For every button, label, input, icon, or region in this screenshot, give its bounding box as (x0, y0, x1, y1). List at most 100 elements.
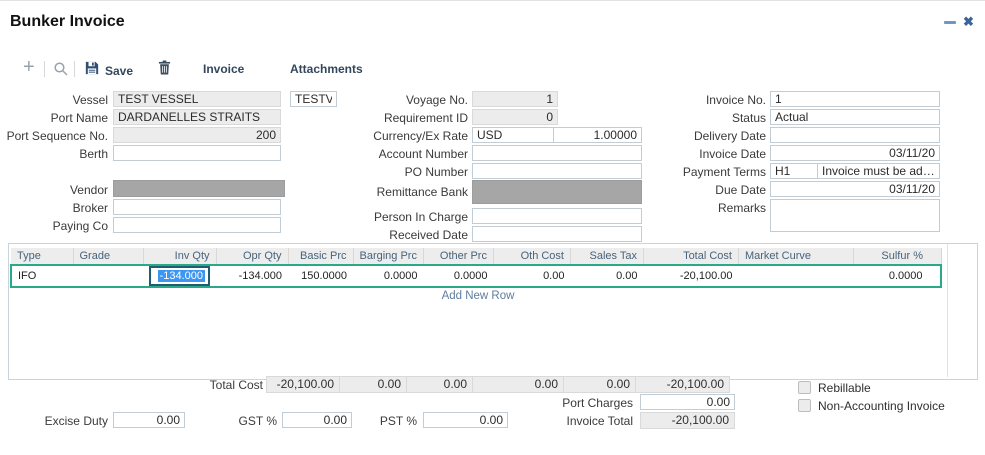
berth-field[interactable] (113, 145, 281, 161)
person-in-charge-field[interactable] (472, 208, 642, 224)
non-accounting-checkbox[interactable] (798, 399, 811, 412)
invoice-no-field[interactable] (770, 91, 940, 107)
inv-qty-selected-text: -134.000 (157, 270, 205, 282)
col-header-barging-prc[interactable]: Barging Prc (353, 248, 424, 266)
excise-duty-field[interactable] (113, 412, 185, 428)
col-header-type[interactable]: Type (11, 248, 74, 266)
add-button[interactable]: + (23, 56, 35, 78)
save-button-label: Save (105, 63, 134, 78)
delivery-date-label: Delivery Date (693, 129, 766, 143)
col-header-grade[interactable]: Grade (73, 248, 144, 266)
col-header-oth-cost[interactable]: Oth Cost (493, 248, 571, 266)
invoice-no-label: Invoice No. (705, 93, 766, 107)
rebillable-checkbox[interactable] (798, 381, 811, 394)
invoice-button[interactable]: Invoice (203, 62, 245, 76)
total-cost-label: Total Cost (209, 378, 263, 392)
broker-label: Broker (72, 201, 108, 215)
port-name-label: Port Name (50, 111, 108, 125)
non-accounting-label: Non-Accounting Invoice (818, 399, 945, 413)
requirement-id-field: 0 (472, 109, 558, 125)
port-charges-field[interactable] (640, 394, 735, 410)
delivery-date-field[interactable] (770, 127, 940, 143)
total-cost-value: 0.00 (339, 376, 407, 393)
page-title: Bunker Invoice (10, 13, 125, 30)
requirement-id-label: Requirement ID (383, 111, 468, 125)
broker-field[interactable] (113, 199, 281, 215)
invoice-total-field: -20,100.00 (640, 412, 735, 429)
total-cost-row: -20,100.00 0.00 0.00 0.00 0.00 -20,100.0… (266, 376, 730, 393)
cell-sales-tax[interactable]: 0.00 (570, 264, 644, 288)
add-new-row-button[interactable]: Add New Row (441, 290, 515, 302)
rebillable-label: Rebillable (818, 381, 871, 395)
payment-terms-label: Payment Terms (682, 165, 766, 179)
vendor-label: Vendor (69, 183, 108, 197)
remarks-label: Remarks (717, 201, 766, 215)
bunker-lines-panel: Type Grade Inv Qty Opr Qty Basic Prc Bar… (8, 243, 978, 380)
grid-right-gutter (947, 244, 948, 377)
table-row[interactable]: IFO -134.000 -134.000 150.0000 0.0000 0.… (10, 264, 943, 288)
cell-sulfur[interactable]: 0.0000 (853, 264, 943, 288)
currency-field[interactable] (472, 127, 554, 143)
col-header-market-curve[interactable]: Market Curve (738, 248, 854, 266)
port-sequence-label: Port Sequence No. (6, 129, 108, 143)
remittance-bank-label: Remittance Bank (376, 185, 468, 199)
save-button[interactable]: Save (85, 61, 133, 80)
cell-market-curve[interactable] (738, 264, 854, 288)
toolbar-separator (74, 61, 75, 77)
payment-terms-description-field[interactable]: Invoice must be adj... (817, 163, 940, 179)
toolbar-separator (44, 61, 45, 77)
col-header-sulfur[interactable]: Sulfur % (853, 248, 942, 266)
delete-icon[interactable] (158, 60, 171, 80)
cell-inv-qty[interactable]: -134.000 (143, 264, 216, 288)
cell-grade[interactable] (73, 264, 143, 288)
po-number-field[interactable] (472, 163, 642, 179)
cell-type[interactable]: IFO (10, 264, 73, 288)
col-header-inv-qty[interactable]: Inv Qty (143, 248, 217, 266)
col-header-opr-qty[interactable]: Opr Qty (216, 248, 289, 266)
gst-field[interactable] (282, 412, 352, 428)
currency-ex-rate-label: Currency/Ex Rate (373, 129, 468, 143)
voyage-no-label: Voyage No. (405, 93, 468, 107)
status-label: Status (731, 111, 766, 125)
port-charges-label: Port Charges (562, 396, 633, 410)
col-header-basic-prc[interactable]: Basic Prc (288, 248, 354, 266)
paying-co-field[interactable] (113, 217, 281, 233)
attachments-button[interactable]: Attachments (290, 62, 363, 76)
save-icon (85, 61, 99, 80)
cell-oth-cost[interactable]: 0.00 (493, 264, 571, 288)
col-header-total-cost[interactable]: Total Cost (643, 248, 739, 266)
due-date-field[interactable] (770, 181, 940, 197)
minimize-icon[interactable] (944, 21, 956, 24)
account-number-label: Account Number (378, 147, 468, 161)
inv-qty-editor[interactable]: -134.000 (149, 267, 210, 285)
cell-basic-prc[interactable]: 150.0000 (288, 264, 353, 288)
invoice-date-field[interactable] (770, 145, 940, 161)
col-header-other-prc[interactable]: Other Prc (423, 248, 494, 266)
pst-field[interactable] (423, 412, 508, 428)
total-cost-grand-value: -20,100.00 (635, 376, 730, 393)
close-icon[interactable]: ✖ (963, 14, 974, 29)
remarks-field[interactable] (770, 199, 940, 232)
port-sequence-field: 200 (113, 127, 281, 143)
status-field[interactable] (770, 109, 940, 125)
total-cost-value: 0.00 (563, 376, 636, 393)
total-cost-value: 0.00 (472, 376, 564, 393)
cell-total-cost[interactable]: -20,100.00 (643, 264, 739, 288)
col-header-sales-tax[interactable]: Sales Tax (570, 248, 644, 266)
payment-terms-code-field[interactable] (770, 163, 818, 179)
ex-rate-field[interactable] (553, 127, 642, 143)
port-name-field: DARDANELLES STRAITS (113, 109, 281, 125)
cell-opr-qty[interactable]: -134.000 (216, 264, 288, 288)
cell-barging-prc[interactable]: 0.0000 (353, 264, 424, 288)
excise-duty-label: Excise Duty (44, 414, 108, 428)
voyage-no-field: 1 (472, 91, 558, 107)
search-icon[interactable] (53, 61, 69, 82)
bunker-lines-table: Type Grade Inv Qty Opr Qty Basic Prc Bar… (10, 248, 943, 288)
received-date-field[interactable] (472, 226, 642, 242)
vessel-field: TEST VESSEL (113, 91, 281, 107)
cell-other-prc[interactable]: 0.0000 (423, 264, 494, 288)
vessel-code-field[interactable] (290, 91, 337, 107)
account-number-field[interactable] (472, 145, 642, 161)
invoice-total-label: Invoice Total (566, 414, 634, 428)
